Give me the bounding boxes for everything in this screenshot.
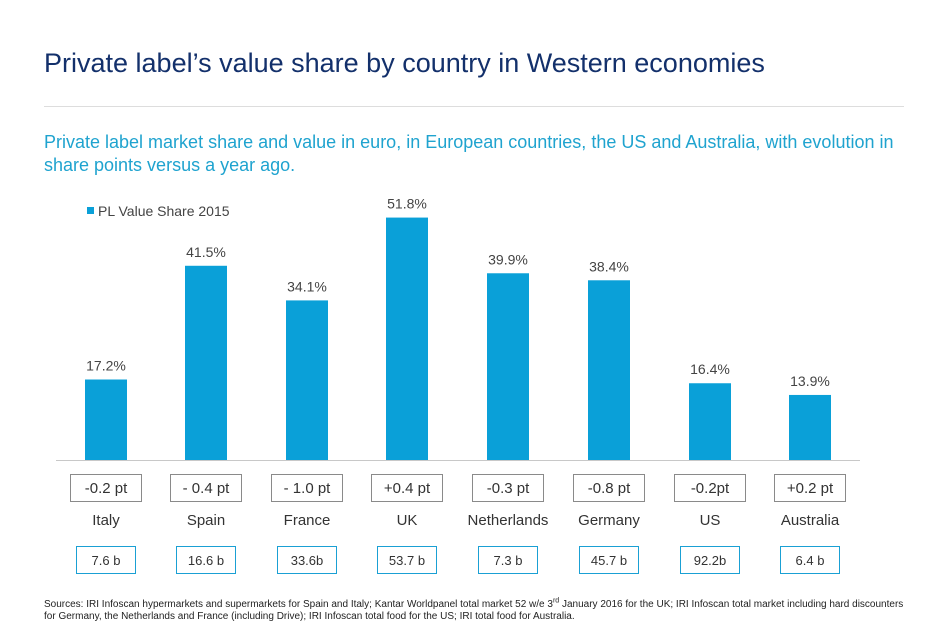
value-label-uk: 51.8%: [387, 196, 427, 212]
change-box-us: [674, 474, 746, 502]
category-label-uk: UK: [397, 512, 418, 529]
market-value-label-netherlands: 7.3 b: [494, 553, 523, 568]
market-value-box-germany: [579, 546, 639, 574]
bar-chart: PL Value Share 2015 17.2% -0.2 pt Italy 7.6 …: [56, 196, 860, 574]
market-value-label-france: 33.6b: [291, 553, 324, 568]
change-box-netherlands: [472, 474, 544, 502]
market-value-box-spain: [176, 546, 236, 574]
market-value-label-spain: 16.6 b: [188, 553, 224, 568]
page-title: Private label’s value share by country i…: [44, 48, 765, 78]
market-value-label-us: 92.2b: [694, 553, 727, 568]
category-label-france: France: [284, 512, 331, 529]
market-value-box-netherlands: [478, 546, 538, 574]
title-divider: [44, 106, 904, 107]
sources-note: Sources: IRI Infoscan hypermarkets and s…: [44, 597, 904, 622]
category-label-italy: Italy: [92, 512, 120, 529]
sources-text-part2: January 2016 for the UK; IRI Infoscan to…: [44, 599, 904, 622]
legend-swatch: [87, 207, 94, 214]
change-label-netherlands: -0.3 pt: [487, 480, 530, 497]
change-box-france: [271, 474, 343, 502]
sources-superscript: rd: [552, 597, 560, 605]
change-box-spain: [170, 474, 242, 502]
legend-label: PL Value Share 2015: [98, 203, 230, 219]
change-label-germany: -0.8 pt: [588, 480, 631, 497]
bar-france: [286, 300, 328, 460]
market-value-label-italy: 7.6 b: [92, 553, 121, 568]
bar-spain: [185, 265, 227, 460]
value-label-italy: 17.2%: [86, 358, 126, 374]
change-label-uk: +0.4 pt: [384, 480, 431, 497]
change-box-australia: [774, 474, 846, 502]
change-box-italy: [70, 474, 142, 502]
bar-germany: [588, 280, 630, 460]
category-label-germany: Germany: [578, 512, 640, 529]
value-label-spain: 41.5%: [186, 244, 226, 260]
bar-us: [689, 383, 731, 460]
change-box-uk: [371, 474, 443, 502]
market-value-box-uk: [377, 546, 437, 574]
change-label-france: - 1.0 pt: [284, 480, 332, 497]
value-label-us: 16.4%: [690, 361, 730, 377]
market-value-box-france: [277, 546, 337, 574]
market-value-box-italy: [76, 546, 136, 574]
change-label-italy: -0.2 pt: [85, 480, 128, 497]
category-label-netherlands: Netherlands: [468, 512, 549, 529]
market-value-label-australia: 6.4 b: [796, 553, 825, 568]
market-value-label-uk: 53.7 b: [389, 553, 425, 568]
change-box-germany: [573, 474, 645, 502]
change-label-us: -0.2pt: [691, 480, 730, 497]
market-value-box-us: [680, 546, 740, 574]
category-label-spain: Spain: [187, 512, 225, 529]
value-label-netherlands: 39.9%: [488, 251, 528, 267]
market-value-label-germany: 45.7 b: [591, 553, 627, 568]
chart-subtitle: Private label market share and value in …: [44, 132, 894, 175]
value-label-france: 34.1%: [287, 278, 327, 294]
bar-uk: [386, 217, 428, 460]
change-label-australia: +0.2 pt: [787, 480, 834, 497]
change-label-spain: - 0.4 pt: [183, 480, 231, 497]
bar-australia: [789, 394, 831, 460]
category-label-australia: Australia: [781, 512, 840, 529]
bar-netherlands: [487, 273, 529, 460]
value-label-germany: 38.4%: [589, 258, 629, 274]
bar-italy: [85, 379, 127, 460]
market-value-box-australia: [780, 546, 840, 574]
category-label-us: US: [700, 512, 721, 529]
value-label-australia: 13.9%: [790, 373, 830, 389]
sources-text-part1: Sources: IRI Infoscan hypermarkets and s…: [44, 599, 553, 610]
